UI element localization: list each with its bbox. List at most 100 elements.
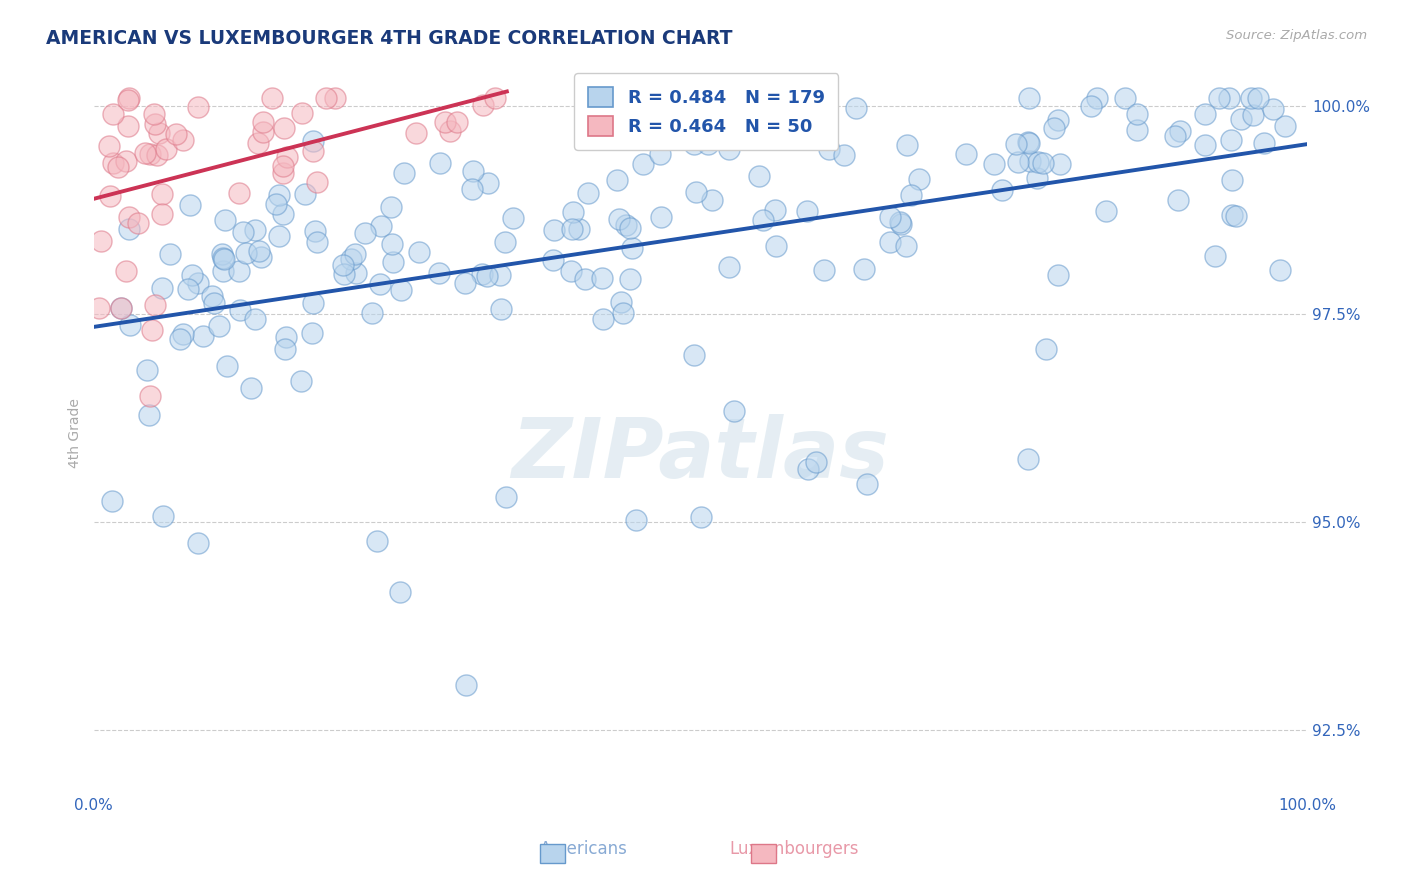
Point — [1261, 102, 1284, 116]
Point — [1170, 124, 1192, 138]
Point — [343, 247, 366, 261]
Point — [763, 202, 786, 217]
Point — [135, 363, 157, 377]
Point — [471, 97, 494, 112]
Point — [1047, 112, 1070, 127]
Point — [117, 221, 139, 235]
Point — [304, 224, 326, 238]
Point — [232, 226, 254, 240]
Point — [1080, 99, 1102, 113]
Point — [291, 106, 314, 120]
Point — [240, 381, 263, 395]
Point — [1274, 119, 1296, 133]
Point — [201, 289, 224, 303]
Point — [609, 294, 631, 309]
Point — [186, 536, 208, 550]
Point — [1241, 108, 1264, 122]
Point — [252, 114, 274, 128]
Point — [748, 91, 770, 105]
Point — [619, 271, 641, 285]
Point — [619, 220, 641, 235]
Point — [541, 253, 564, 268]
Point — [633, 157, 655, 171]
Point — [751, 213, 773, 227]
Point — [150, 187, 173, 202]
Point — [908, 171, 931, 186]
Point — [368, 277, 391, 292]
Point — [460, 182, 482, 196]
Point — [179, 198, 201, 212]
Point — [172, 133, 194, 147]
Point — [718, 142, 741, 156]
Point — [477, 177, 499, 191]
Point — [697, 136, 720, 151]
Point — [243, 311, 266, 326]
Point — [110, 301, 132, 315]
Point — [276, 150, 298, 164]
Point — [141, 323, 163, 337]
Point — [333, 267, 356, 281]
Point — [389, 283, 412, 297]
Point — [1043, 121, 1066, 136]
Point — [494, 235, 516, 250]
Point — [606, 172, 628, 186]
Point — [1240, 91, 1263, 105]
Point — [110, 301, 132, 315]
Point — [578, 102, 600, 116]
Point — [718, 260, 741, 274]
Point — [682, 137, 704, 152]
Point — [294, 187, 316, 202]
Point — [143, 117, 166, 131]
Point — [187, 277, 209, 291]
Point — [143, 298, 166, 312]
Point — [1047, 268, 1070, 282]
Point — [818, 142, 841, 156]
Point — [252, 125, 274, 139]
Text: Luxembourgers: Luxembourgers — [730, 840, 859, 858]
Point — [1220, 173, 1243, 187]
Point — [405, 127, 427, 141]
Text: Americans: Americans — [540, 840, 627, 858]
Point — [1114, 91, 1136, 105]
Point — [813, 262, 835, 277]
Point — [427, 267, 450, 281]
Point — [101, 156, 124, 170]
Point — [301, 134, 323, 148]
Point — [624, 513, 647, 527]
Point — [323, 91, 346, 105]
Point — [1218, 91, 1240, 105]
Point — [271, 207, 294, 221]
Point — [97, 138, 120, 153]
Point — [139, 146, 162, 161]
Point — [305, 175, 328, 189]
Point — [471, 267, 494, 281]
Point — [609, 211, 631, 226]
Point — [1018, 91, 1040, 105]
Point — [1085, 91, 1108, 105]
Point — [889, 215, 911, 229]
Point — [591, 271, 613, 285]
Point — [1018, 154, 1040, 169]
Point — [690, 509, 713, 524]
Point — [783, 128, 806, 143]
Point — [215, 359, 238, 373]
Point — [845, 101, 868, 115]
Point — [561, 222, 583, 236]
Point — [796, 203, 818, 218]
Point — [228, 264, 250, 278]
Point — [1007, 154, 1029, 169]
Point — [1253, 136, 1275, 150]
Point — [98, 189, 121, 203]
Point — [1095, 204, 1118, 219]
Point — [1032, 155, 1054, 169]
Point — [702, 193, 724, 207]
Text: ZIPatlas: ZIPatlas — [512, 414, 889, 495]
Point — [117, 210, 139, 224]
Point — [896, 137, 918, 152]
Point — [592, 312, 614, 326]
Point — [235, 246, 257, 260]
Point — [344, 266, 367, 280]
Point — [177, 282, 200, 296]
Point — [1194, 107, 1216, 121]
Point — [568, 221, 591, 235]
